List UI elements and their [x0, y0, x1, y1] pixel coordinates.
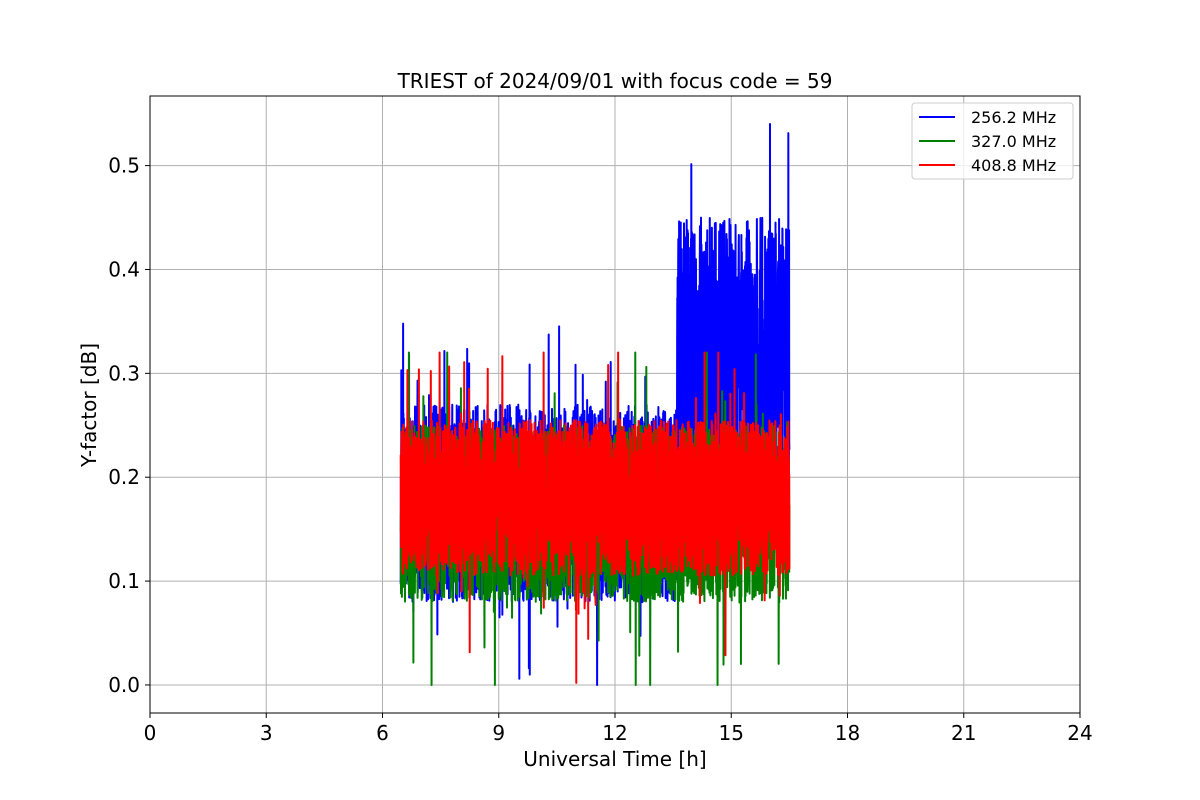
x-tick-label: 24 [1067, 721, 1092, 745]
legend-label: 327.0 MHz [971, 132, 1056, 151]
x-tick-label: 0 [144, 721, 157, 745]
x-tick-label: 18 [835, 721, 860, 745]
y-tick-label: 0.0 [108, 673, 140, 697]
x-tick-label: 3 [260, 721, 273, 745]
x-tick-label: 15 [719, 721, 744, 745]
series-layer [399, 123, 791, 686]
y-tick-label: 0.3 [108, 361, 140, 385]
y-axis-label: Y-factor [dB] [77, 343, 101, 468]
y-axis: 0.0 0.1 0.2 0.3 0.4 0.5 [108, 154, 150, 697]
y-tick-label: 0.2 [108, 465, 140, 489]
legend-box [911, 102, 1074, 180]
legend-label: 256.2 MHz [971, 108, 1056, 127]
y-tick-label: 0.1 [108, 569, 140, 593]
y-tick-label: 0.4 [108, 257, 140, 281]
x-axis: 0 3 6 9 12 15 18 21 24 [144, 713, 1093, 745]
legend: 256.2 MHz 327.0 MHz 408.8 MHz [911, 102, 1074, 180]
x-axis-label: Universal Time [h] [523, 747, 706, 771]
x-tick-label: 12 [602, 721, 627, 745]
chart-title: TRIEST of 2024/09/01 with focus code = 5… [397, 69, 833, 93]
x-tick-label: 9 [492, 721, 505, 745]
x-tick-label: 21 [951, 721, 976, 745]
series-line [399, 351, 791, 684]
x-tick-label: 6 [376, 721, 389, 745]
legend-label: 408.8 MHz [971, 156, 1056, 175]
y-tick-label: 0.5 [108, 154, 140, 178]
